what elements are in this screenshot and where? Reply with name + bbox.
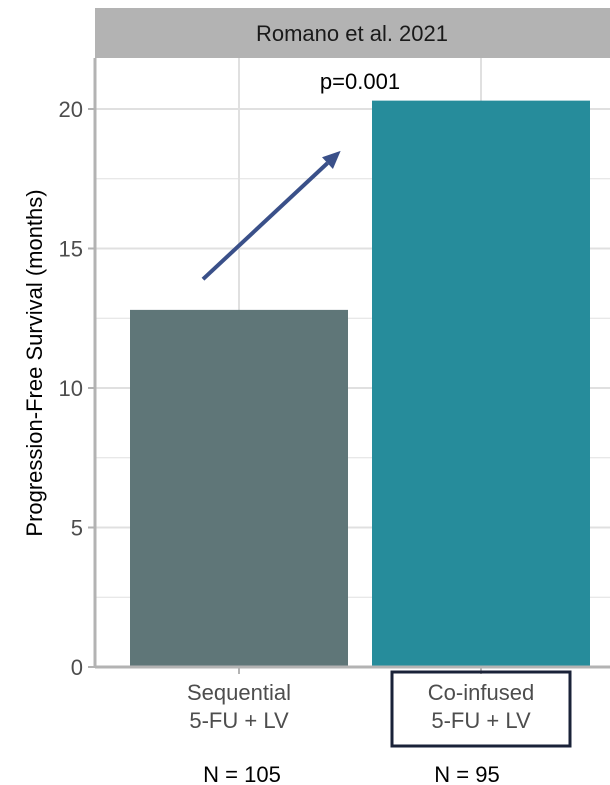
category-label-line2: 5-FU + LV	[431, 708, 531, 733]
sample-size-label: N = 105	[203, 762, 281, 785]
p-value-annotation: p=0.001	[320, 69, 400, 94]
trend-arrow	[201, 150, 341, 281]
y-axis-title: Progression-Free Survival (months)	[22, 189, 47, 536]
arrow-shaft	[201, 161, 329, 281]
sample-size-label: N = 95	[434, 762, 499, 785]
y-tick-labels: 0 5 10 15 20	[59, 97, 83, 680]
bar-2	[372, 100, 590, 667]
chart-title: Romano et al. 2021	[256, 21, 448, 46]
arrow-head	[322, 150, 341, 169]
category-label-line1: Co-infused	[428, 680, 534, 705]
y-tick-label: 5	[71, 516, 83, 541]
category-label-line1: Sequential	[187, 680, 291, 705]
facet-strip-background	[95, 8, 610, 58]
y-tick-label: 15	[59, 237, 83, 262]
facet-strip: Romano et al. 2021	[95, 8, 610, 58]
category-label-line2: 5-FU + LV	[189, 708, 289, 733]
bar-1	[130, 309, 348, 667]
y-tick-label: 0	[71, 655, 83, 680]
bars	[130, 100, 590, 667]
y-tick-label: 20	[59, 97, 83, 122]
y-tick-label: 10	[59, 376, 83, 401]
x-category-labels: Sequential 5-FU + LV N = 105 Co-infused 5-FU…	[187, 670, 572, 785]
highlight-box	[390, 670, 572, 748]
